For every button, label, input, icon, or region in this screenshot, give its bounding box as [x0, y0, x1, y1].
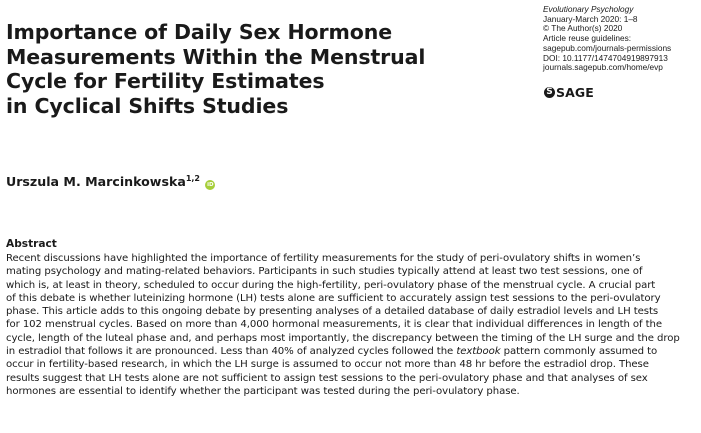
abstract-body: Recent discussions have highlighted the …	[6, 252, 696, 398]
abstract-line: which is, at least in theory, scheduled …	[6, 279, 656, 291]
author-name: Urszula M. Marcinkowska	[6, 174, 186, 189]
abstract-line: Recent discussions have highlighted the …	[6, 253, 641, 264]
abstract-heading: Abstract	[6, 238, 57, 250]
journal-issue: January-March 2020: 1–8	[543, 13, 638, 24]
title-line: in Cyclical Shifts Studies	[6, 93, 289, 118]
abstract-line: cycle, length of the luteal phase and, a…	[6, 332, 680, 344]
sage-logo-icon: S	[544, 86, 555, 98]
reuse-guidelines-label: Article reuse guidelines:	[543, 33, 632, 44]
author-line: Urszula M. Marcinkowska1,2 iD	[6, 171, 216, 190]
abstract-line: occur in fertility-based research, in wh…	[6, 359, 649, 371]
abstract-italic-term: textbook	[456, 346, 501, 358]
title-line: Cycle for Fertility Estimates	[6, 69, 325, 93]
sage-logo-text: SAGE	[556, 84, 594, 100]
abstract-line: for 102 menstrual cycles. Based on more …	[6, 319, 663, 331]
journal-name: Evolutionary Psychology	[543, 4, 634, 14]
abstract-line-text: in estradiol that follows it are pronoun…	[6, 346, 457, 358]
abstract-line: of this debate is whether luteinizing ho…	[6, 292, 661, 304]
article-title: Importance of Daily Sex Hormone Measurem…	[6, 20, 436, 118]
abstract-line: mating psychology and mating-related beh…	[6, 266, 643, 278]
title-line: Measurements Within the Menstrual	[6, 44, 426, 69]
orcid-icon[interactable]: iD	[205, 180, 216, 190]
author-affiliations: 1,2	[185, 174, 200, 183]
doi[interactable]: DOI: 10.1177/1474704919897913	[543, 52, 668, 63]
journal-metadata: Evolutionary Psychology January-March 20…	[543, 4, 699, 73]
abstract-line: in estradiol that follows it are pronoun…	[6, 345, 696, 358]
abstract-line-text: pattern commonly assumed to	[500, 346, 658, 358]
abstract-line: results suggest that LH tests alone are …	[6, 372, 648, 384]
title-line: Importance of Daily Sex Hormone	[6, 20, 393, 44]
sage-logo: S SAGE	[544, 84, 594, 100]
copyright-notice: © The Author(s) 2020	[543, 23, 623, 34]
abstract-line: phase. This article adds to this ongoing…	[6, 306, 659, 318]
abstract-line: hormones are essential to identify wheth…	[6, 385, 520, 397]
permissions-link[interactable]: sagepub.com/journals-permissions	[543, 42, 672, 53]
journal-home-link[interactable]: journals.sagepub.com/home/evp	[543, 62, 663, 73]
